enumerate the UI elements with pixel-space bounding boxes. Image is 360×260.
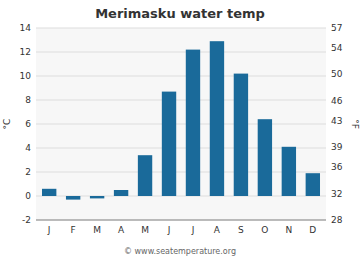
grid-line	[36, 220, 326, 221]
grid-line	[36, 76, 326, 77]
bar	[306, 173, 320, 196]
y-tick-label: -2	[22, 215, 31, 225]
y2-tick-label: 46	[331, 96, 343, 106]
grid-line	[36, 28, 326, 29]
chart-container: -202468101214283236394346505457JFMAMJJAS…	[0, 0, 360, 260]
y2-tick-label: 54	[331, 43, 343, 53]
title: Merimasku water temp	[95, 6, 265, 21]
x-axis-line	[36, 220, 326, 221]
x-tick-label: J	[47, 225, 51, 235]
grid-line	[36, 52, 326, 53]
y-tick-label: 2	[25, 167, 31, 177]
bar	[90, 196, 104, 198]
bar	[258, 119, 272, 196]
y-tick-label: 0	[25, 191, 31, 201]
y-tick-label: 4	[25, 143, 31, 153]
y2-tick-label: 43	[331, 116, 342, 126]
grid-line	[36, 124, 326, 125]
plot-background	[36, 28, 326, 220]
x-tick-label: M	[141, 225, 149, 235]
x-tick-label: D	[309, 225, 316, 235]
bar	[186, 50, 200, 196]
y2-tick-label: 36	[331, 162, 343, 172]
credit: © www.seatemperature.org	[124, 247, 236, 256]
y-axis-label: °C	[2, 119, 12, 130]
x-tick-label: J	[167, 225, 171, 235]
x-tick-label: M	[93, 225, 101, 235]
bar	[42, 189, 56, 196]
x-tick-label: A	[118, 225, 125, 235]
y2-tick-label: 57	[331, 23, 342, 33]
bar	[114, 190, 128, 196]
y-tick-label: 12	[20, 47, 31, 57]
bar	[162, 92, 176, 196]
x-tick-label: N	[285, 225, 292, 235]
x-tick-label: A	[214, 225, 221, 235]
x-tick-label: J	[191, 225, 195, 235]
bar	[66, 196, 80, 200]
bar	[138, 155, 152, 196]
x-tick-label: F	[71, 225, 76, 235]
grid	[36, 28, 326, 220]
y-tick-label: 6	[25, 119, 31, 129]
bar	[210, 41, 224, 196]
y2-tick-label: 32	[331, 189, 342, 199]
x-tick-label: O	[261, 225, 268, 235]
y2-axis-label: °F	[350, 119, 360, 129]
y2-tick-label: 28	[331, 215, 343, 225]
bar	[234, 74, 248, 196]
grid-line	[36, 100, 326, 101]
bars	[42, 41, 320, 199]
y2-tick-label: 50	[331, 69, 343, 79]
bar	[282, 147, 296, 196]
y-tick-label: 14	[20, 23, 32, 33]
y-tick-label: 8	[25, 95, 31, 105]
y2-tick-label: 39	[331, 142, 343, 152]
x-tick-label: S	[238, 225, 244, 235]
y-tick-label: 10	[20, 71, 32, 81]
chart: -202468101214283236394346505457JFMAMJJAS…	[0, 0, 360, 260]
